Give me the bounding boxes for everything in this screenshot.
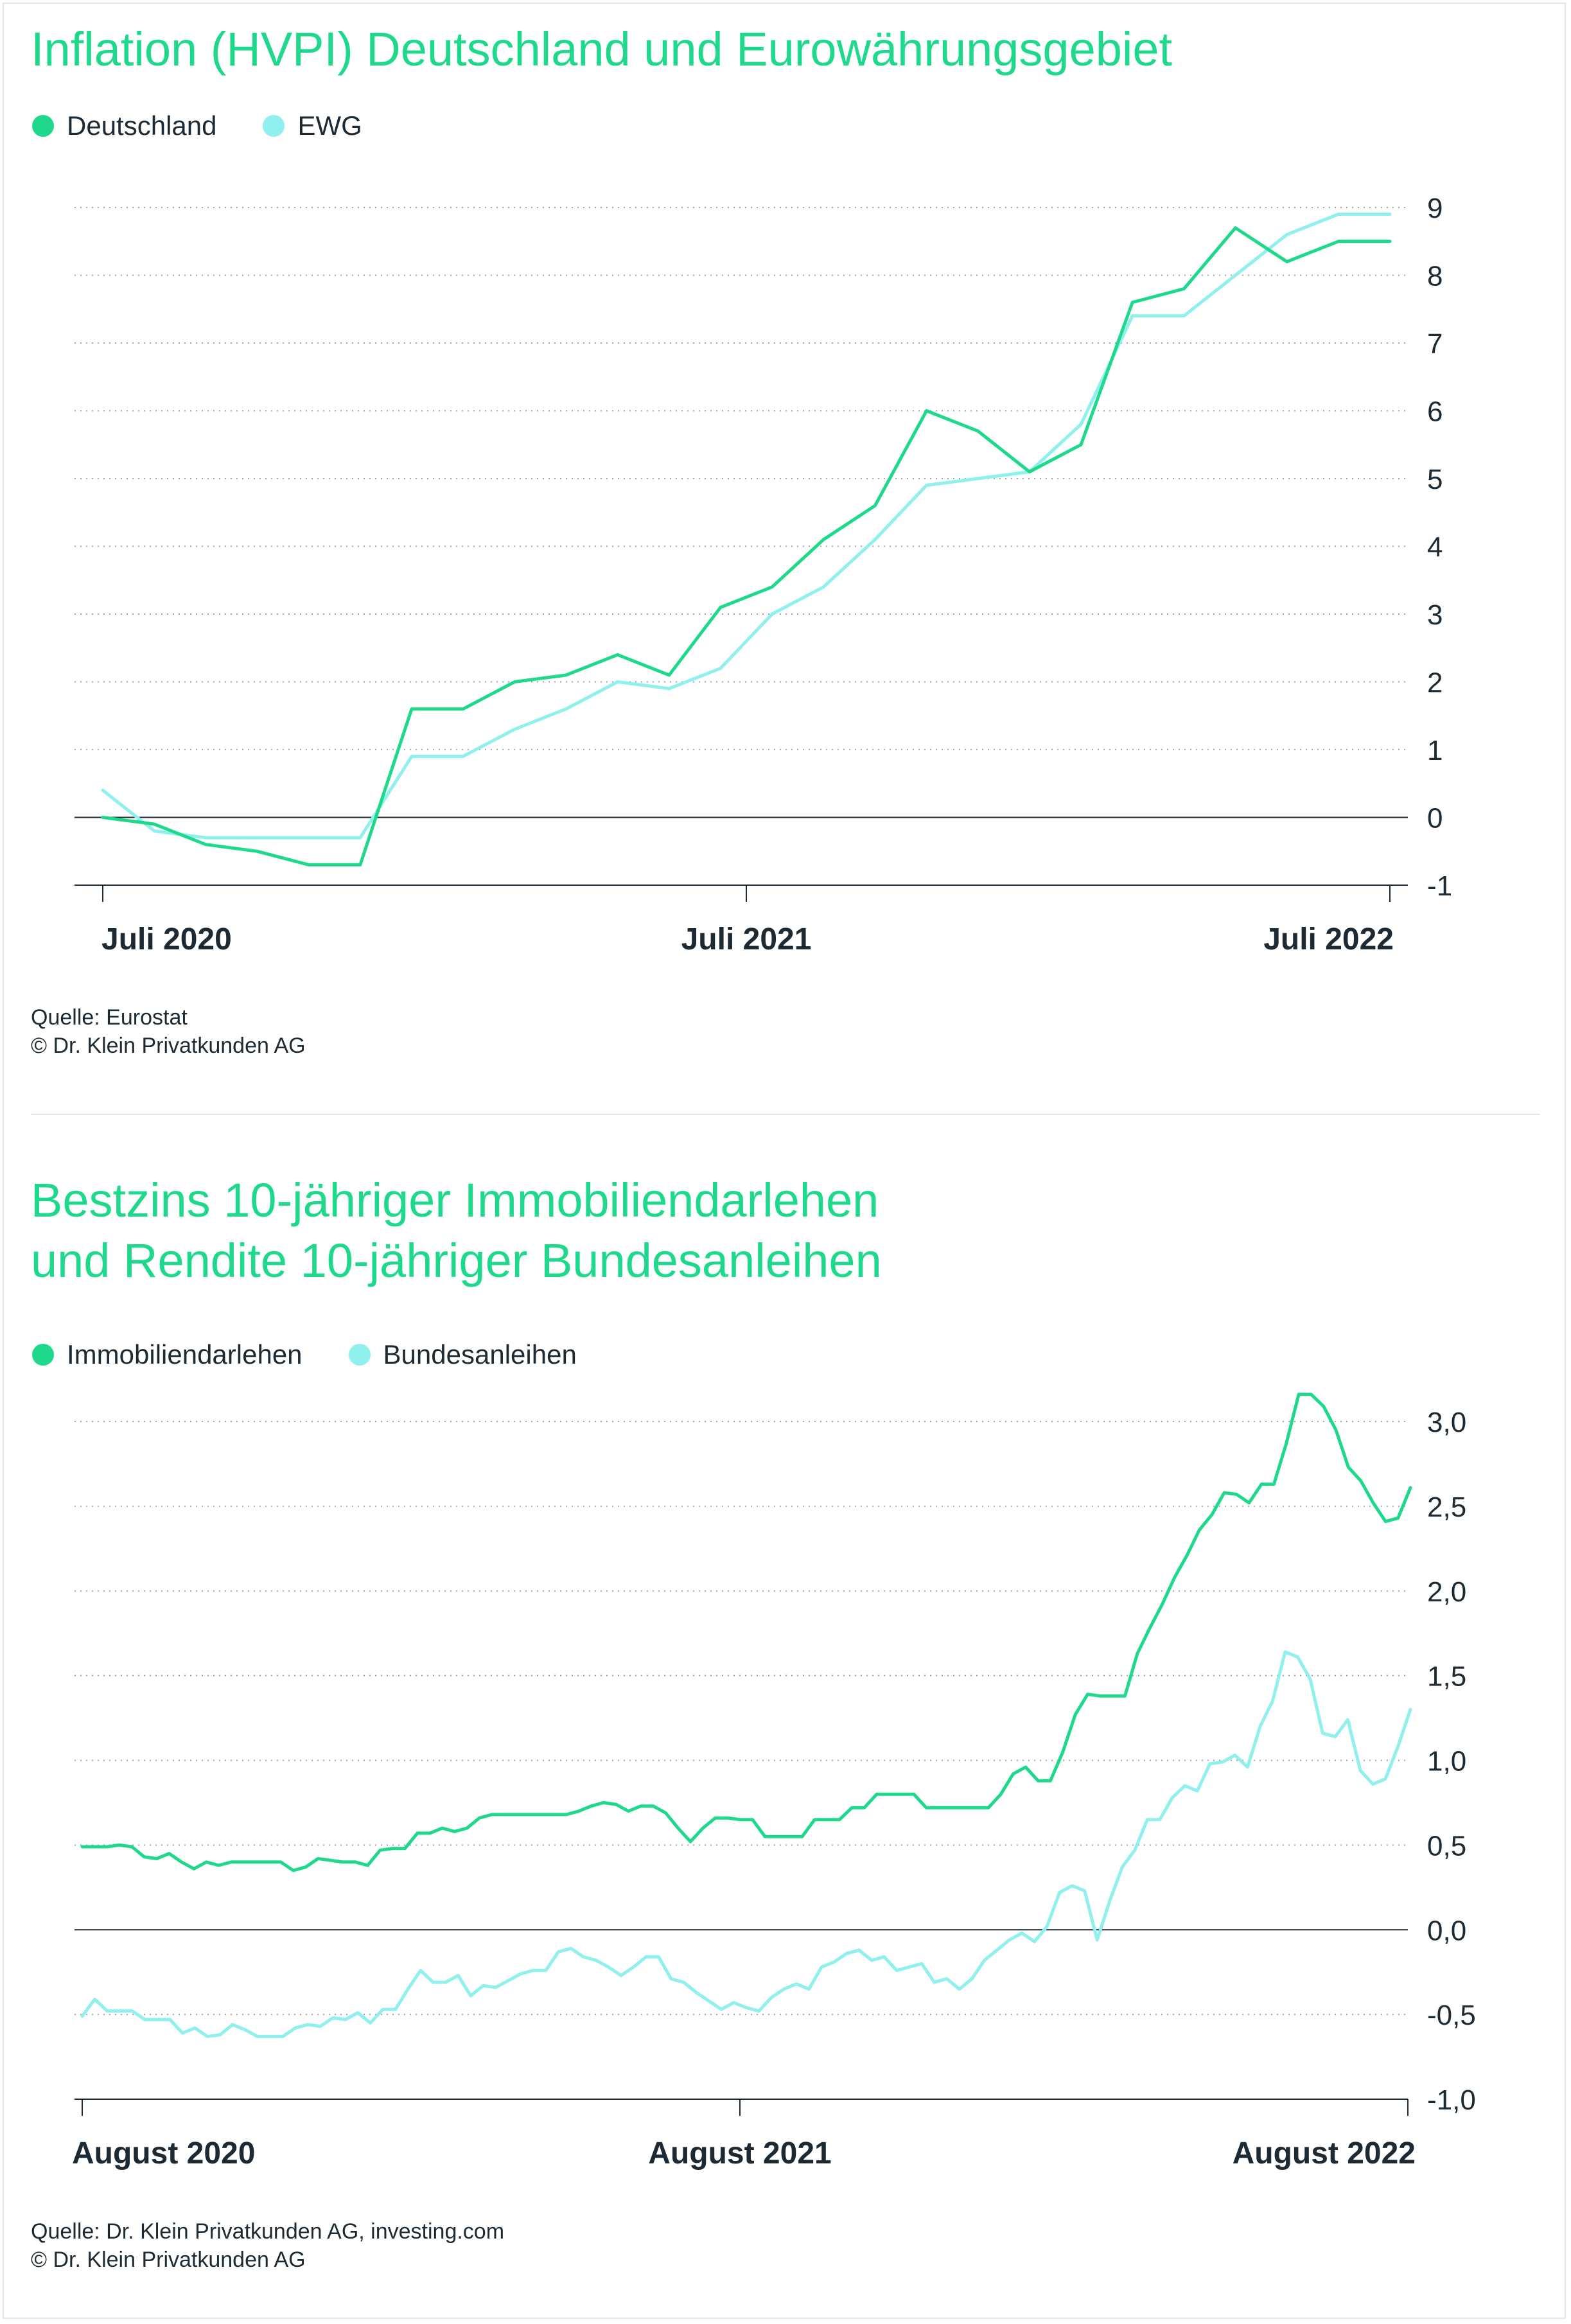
legend-label-ewg: EWG — [297, 110, 362, 141]
chart2-legend: Immobiliendarlehen Bundesanleihen — [32, 1339, 623, 1370]
legend-item-bundesanleihen: Bundesanleihen — [348, 1339, 577, 1370]
y-tick-label: 2,0 — [1427, 1576, 1466, 1608]
y-tick-label: -0,5 — [1427, 2000, 1476, 2031]
y-tick-label: 6 — [1427, 396, 1443, 428]
chart2-title-line1: Bestzins 10-jähriger Immobiliendarlehen — [31, 1174, 879, 1227]
inflation-line-chart: 9 8 7 6 5 4 3 2 1 0 -1 Juli 2020 Juli 2021 Juli 2022 — [75, 193, 1452, 956]
x-tick-label: August 2020 — [72, 2136, 255, 2170]
section-divider — [31, 1114, 1540, 1115]
y-tick-label: 3 — [1427, 599, 1443, 631]
y-tick-label: 2 — [1427, 667, 1443, 699]
zins-line-chart: 3,0 2,5 2,0 1,5 1,0 0,5 0,0 -0,5 -1,0 August 2020… — [72, 1393, 1476, 2170]
series-line-deutschland — [101, 226, 1392, 867]
y-tick-label: 3,0 — [1427, 1407, 1466, 1438]
y-tick-label: 8 — [1427, 261, 1443, 292]
y-tick-label: 0,0 — [1427, 1915, 1466, 1946]
y-tick-label: 1 — [1427, 735, 1443, 766]
chart1-copyright-line: © Dr. Klein Privatkunden AG — [31, 1034, 306, 1058]
chart1-legend: Deutschland EWG — [32, 110, 408, 141]
series-line-bundesanleihen — [80, 1650, 1412, 2038]
series-line-ewg — [101, 213, 1392, 840]
page-frame — [3, 3, 1566, 2319]
legend-item-ewg: EWG — [263, 110, 362, 141]
legend-label-bundesanleihen: Bundesanleihen — [383, 1339, 577, 1369]
y-tick-label: 2,5 — [1427, 1492, 1466, 1523]
y-tick-label: 1,0 — [1427, 1746, 1466, 1777]
legend-dot-ewg — [263, 115, 285, 137]
legend-dot-bundesanleihen — [348, 1344, 371, 1366]
legend-item-immobiliendarlehen: Immobiliendarlehen — [32, 1339, 303, 1370]
x-tick-label: Juli 2020 — [101, 922, 232, 956]
legend-label-immobiliendarlehen: Immobiliendarlehen — [67, 1339, 303, 1369]
y-tick-label: 0 — [1427, 803, 1443, 834]
y-tick-label: 1,5 — [1427, 1661, 1466, 1693]
chart1-title: Inflation (HVPI) Deutschland und Eurowäh… — [31, 22, 1173, 76]
chart2-source: Quelle: Dr. Klein Privatkunden AG, inves… — [31, 2217, 504, 2274]
y-tick-label: -1,0 — [1427, 2084, 1476, 2116]
legend-label-deutschland: Deutschland — [67, 110, 217, 141]
legend-dot-deutschland — [32, 115, 54, 137]
legend-dot-immobiliendarlehen — [32, 1344, 54, 1366]
chart2-title-line2: und Rendite 10-jähriger Bundesanleihen — [31, 1234, 882, 1287]
x-tick-label: August 2022 — [1233, 2136, 1416, 2170]
y-tick-label: 5 — [1427, 464, 1443, 495]
x-tick-label: August 2021 — [648, 2136, 831, 2170]
x-tick-label: Juli 2022 — [1263, 922, 1394, 956]
legend-item-deutschland: Deutschland — [32, 110, 216, 141]
y-tick-label: 9 — [1427, 193, 1443, 224]
series-line-immobiliendarlehen — [80, 1393, 1412, 1872]
chart2-copyright-line: © Dr. Klein Privatkunden AG — [31, 2248, 306, 2272]
chart1-source: Quelle: Eurostat © Dr. Klein Privatkunde… — [31, 1003, 306, 1060]
chart2-source-line: Quelle: Dr. Klein Privatkunden AG, inves… — [31, 2219, 505, 2244]
chart2-title: Bestzins 10-jähriger Immobiliendarlehen … — [31, 1170, 882, 1291]
x-tick-label: Juli 2021 — [681, 922, 812, 956]
y-tick-label: 4 — [1427, 532, 1443, 563]
y-tick-label: 0,5 — [1427, 1830, 1466, 1862]
y-tick-label: 7 — [1427, 328, 1443, 360]
chart1-source-line: Quelle: Eurostat — [31, 1005, 188, 1030]
y-tick-label: -1 — [1427, 870, 1452, 902]
